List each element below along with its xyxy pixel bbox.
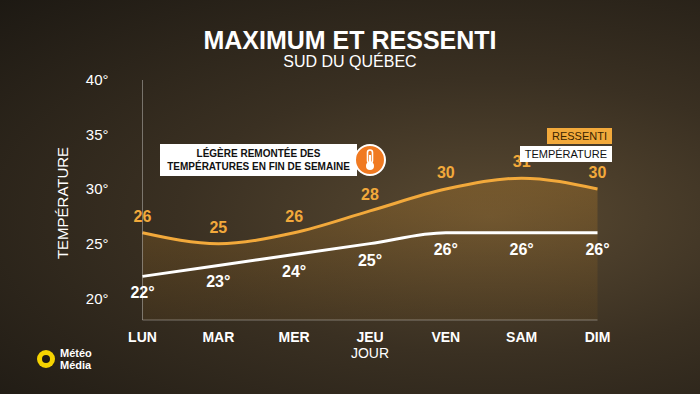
svg-text:DIM: DIM (585, 329, 611, 345)
svg-text:25: 25 (209, 219, 227, 236)
svg-text:24°: 24° (282, 263, 306, 280)
svg-text:VEN: VEN (431, 329, 460, 345)
html-text:TEMPÉRATURE: TEMPÉRATURE (524, 148, 607, 160)
svg-text:30: 30 (437, 164, 455, 181)
html-text:SUD DU QUÉBEC: SUD DU QUÉBEC (283, 53, 417, 70)
svg-text:26: 26 (285, 208, 303, 225)
svg-text:22°: 22° (130, 284, 154, 301)
svg-text:SAM: SAM (506, 329, 537, 345)
svg-text:20°: 20° (86, 290, 109, 307)
svg-text:26: 26 (134, 208, 152, 225)
svg-text:26°: 26° (434, 241, 458, 258)
svg-text:MAR: MAR (202, 329, 234, 345)
html-text:MAXIMUM ET RESSENTI: MAXIMUM ET RESSENTI (203, 26, 497, 54)
svg-text:30: 30 (589, 164, 607, 181)
svg-text:35°: 35° (86, 126, 109, 143)
svg-text:JEU: JEU (356, 329, 383, 345)
svg-text:40°: 40° (86, 71, 109, 88)
html-text:RESSENTI: RESSENTI (552, 130, 607, 142)
html-text:Météo Média: Météo Média (60, 347, 92, 371)
html-text:TEMPÉRATURE: TEMPÉRATURE (53, 146, 71, 260)
svg-text:25°: 25° (86, 235, 109, 252)
svg-text:28: 28 (361, 186, 379, 203)
svg-text:26°: 26° (510, 241, 534, 258)
html-text:LÉGÈRE REMONTÉE DES TEMPÉRATUR: LÉGÈRE REMONTÉE DES TEMPÉRATURES EN FIN … (167, 148, 350, 172)
svg-text:23°: 23° (206, 273, 230, 290)
svg-text:LUN: LUN (128, 329, 157, 345)
svg-text:25°: 25° (358, 252, 382, 269)
svg-text:26°: 26° (585, 241, 609, 258)
svg-text:MER: MER (279, 329, 310, 345)
html-text:JOUR: JOUR (350, 345, 390, 361)
svg-text:30°: 30° (86, 180, 109, 197)
